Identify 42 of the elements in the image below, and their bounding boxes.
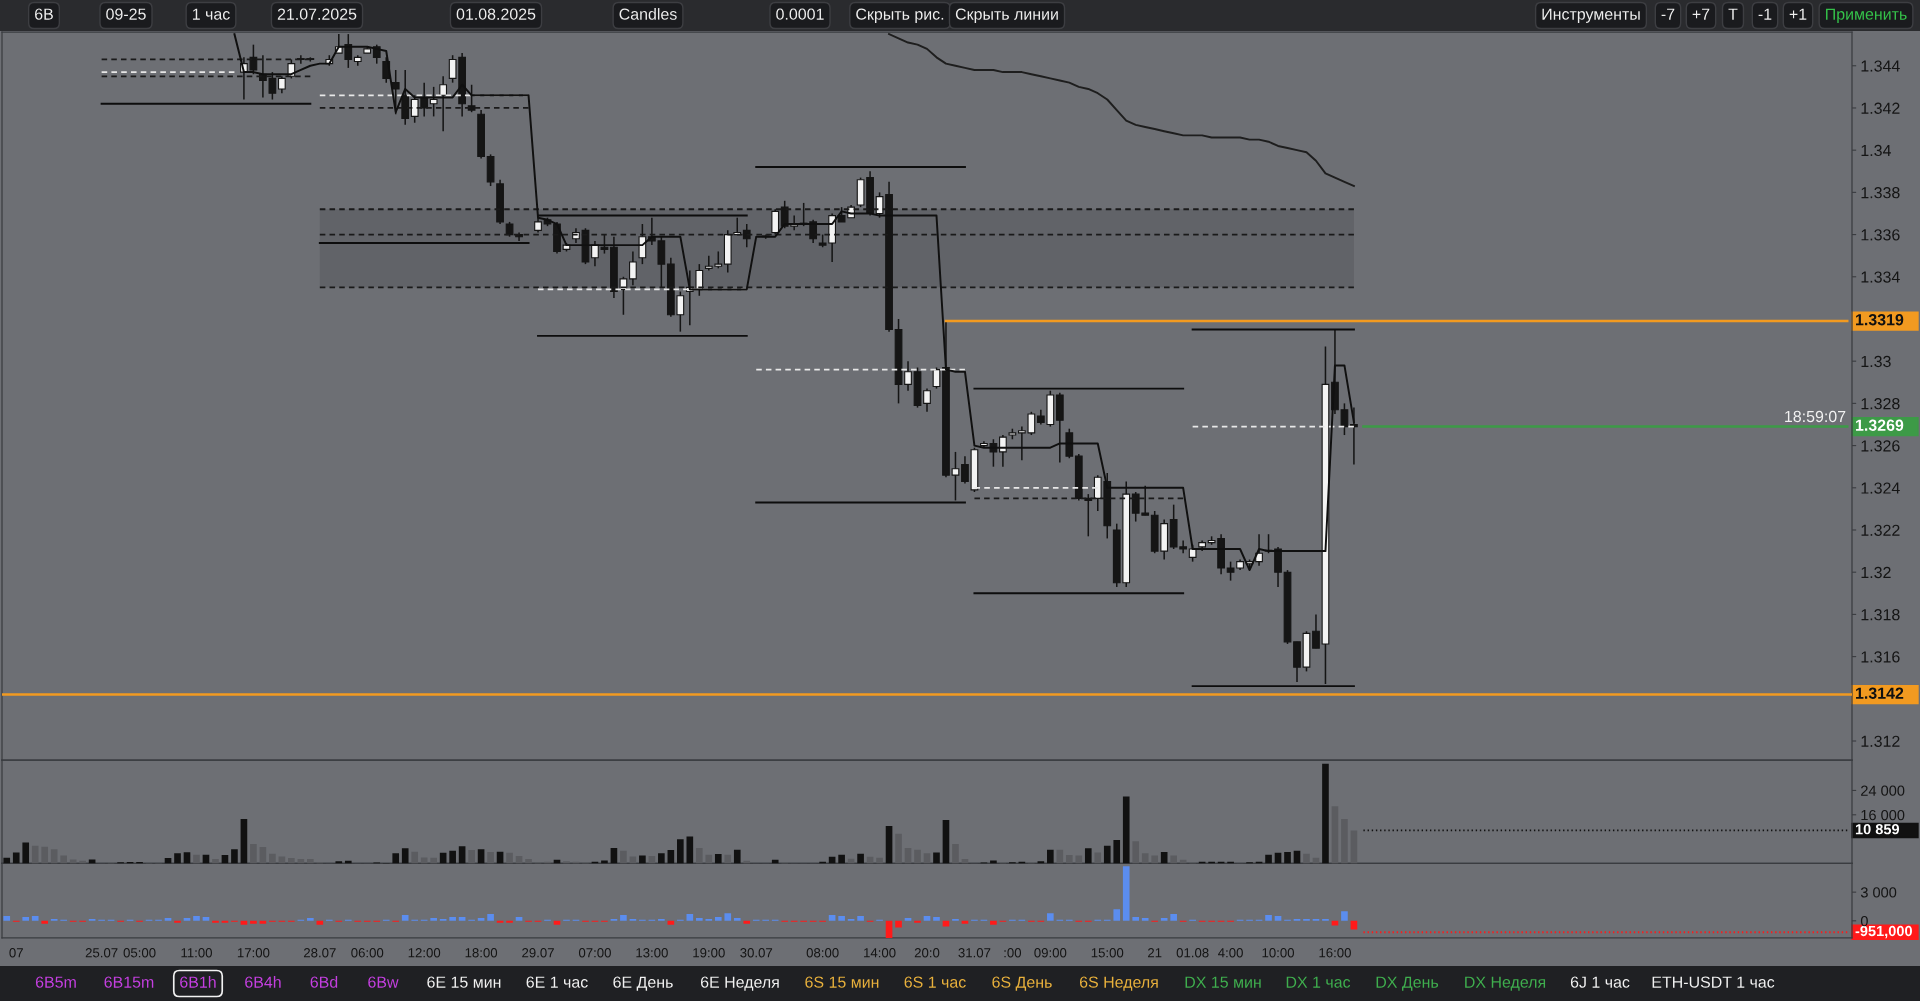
text: ETH-USDT 1 час xyxy=(1652,976,1775,988)
y-tick-label: 1.334 xyxy=(1861,271,1900,283)
y-tick-label: 1.338 xyxy=(1861,187,1900,199)
text: Скрыть линии xyxy=(955,8,1058,23)
text: +1 xyxy=(1789,8,1807,20)
text: 6E 15 мин xyxy=(427,976,501,988)
text: DX День xyxy=(1376,976,1439,991)
text: DX 15 мин xyxy=(1185,976,1261,988)
text: 1 час xyxy=(192,8,230,20)
text: 6B1h xyxy=(180,976,216,988)
text: 6B5m xyxy=(35,976,76,988)
text: 6S День xyxy=(992,976,1052,991)
text: 6E Неделя xyxy=(700,976,779,991)
text: 21.07.2025 xyxy=(277,8,357,20)
text: 09-25 xyxy=(106,8,146,20)
text: Применить xyxy=(1826,8,1907,23)
text: -1 xyxy=(1758,8,1772,20)
text: 01.08.2025 xyxy=(456,8,536,20)
text: DX Неделя xyxy=(1465,976,1546,991)
text: 6Bd xyxy=(310,976,338,988)
text: 6Bw xyxy=(368,976,399,988)
text: 0.0001 xyxy=(776,8,824,20)
y-tick-label: 1.342 xyxy=(1861,102,1900,114)
text: Candles xyxy=(619,8,677,20)
y-tick-label: 1.34 xyxy=(1861,144,1891,157)
text: 6S 1 час xyxy=(904,976,966,988)
text: T xyxy=(1728,8,1738,20)
text: -7 xyxy=(1661,8,1675,20)
text: 6S Неделя xyxy=(1079,976,1158,991)
y-tick-label: 1.344 xyxy=(1861,60,1900,72)
text: Инструменты xyxy=(1542,8,1640,23)
text: 6B15m xyxy=(104,976,154,988)
y-tick-label: 1.336 xyxy=(1861,229,1900,241)
text: 6E 1 час xyxy=(526,976,588,988)
text: +7 xyxy=(1692,8,1710,20)
text: DX 1 час xyxy=(1286,976,1351,988)
text: Скрыть рис. xyxy=(856,8,944,23)
text: 6B xyxy=(35,8,53,20)
text: 6J 1 час xyxy=(1570,976,1630,988)
text: 6E День xyxy=(613,976,673,991)
text: 6B4h xyxy=(245,976,281,988)
text: 6S 15 мин xyxy=(805,976,879,988)
